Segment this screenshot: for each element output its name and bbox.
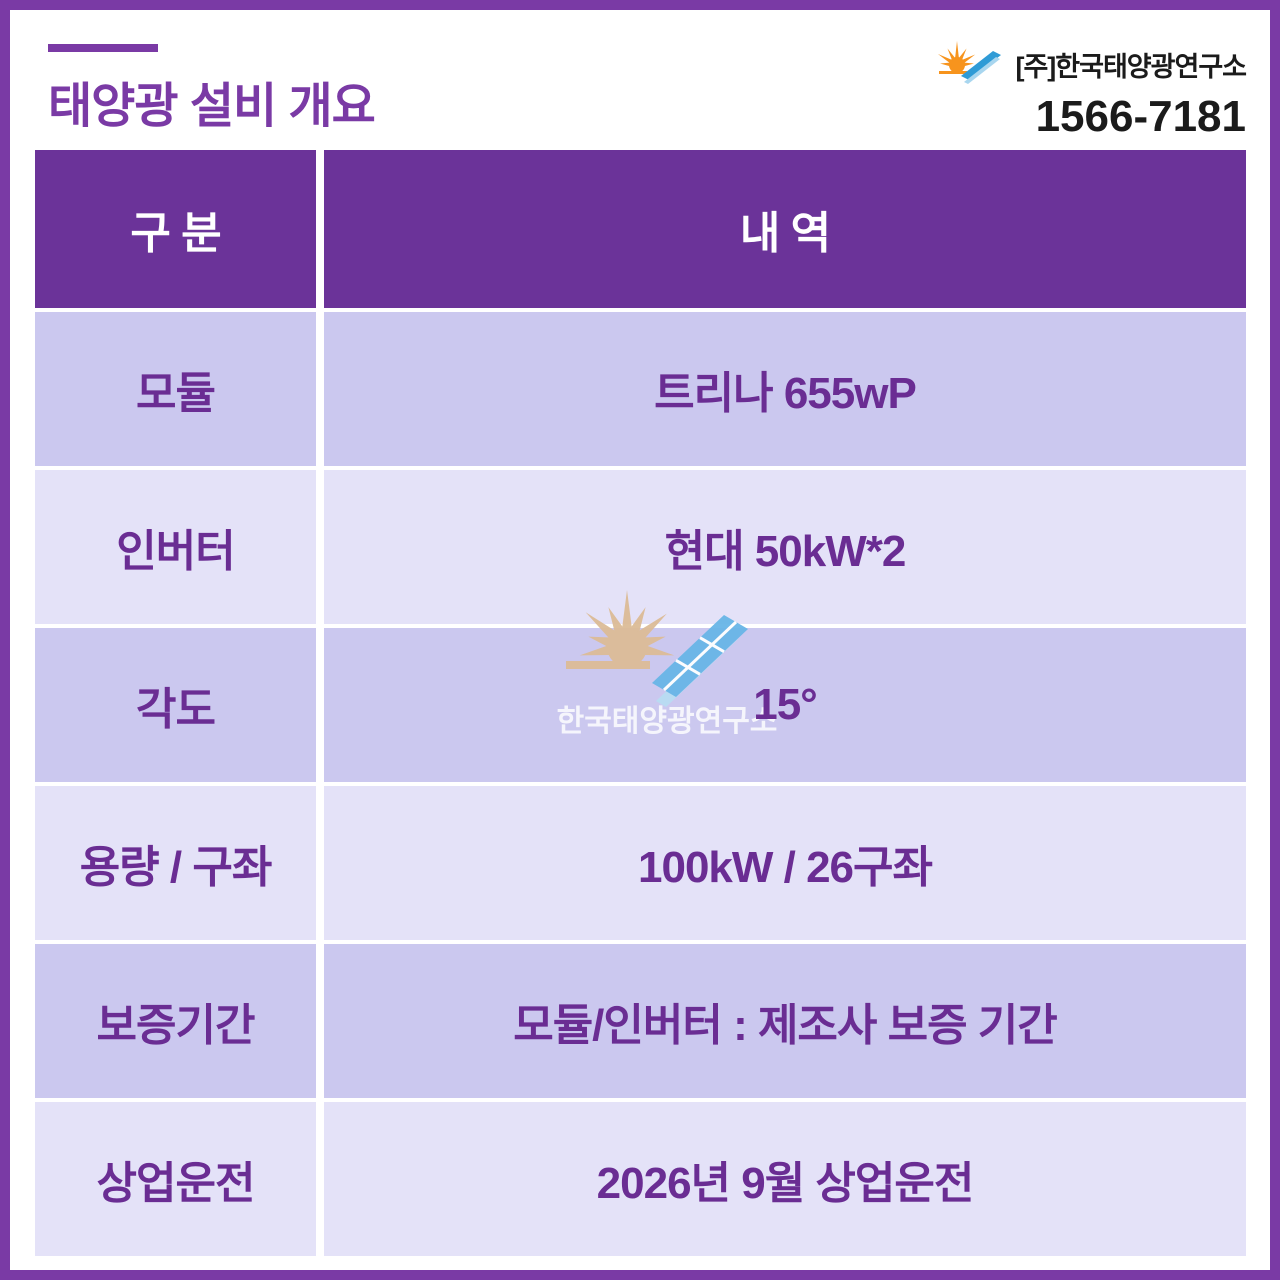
row-value-text: 모듈/인버터 : 제조사 보증 기간: [513, 1001, 1058, 1050]
row-label-text: 인버터: [116, 527, 235, 576]
title-block: 태양광 설비 개요: [48, 44, 376, 136]
row-label-warranty: 보증기간: [35, 944, 316, 1098]
phone-number: 1566-7181: [1035, 92, 1246, 141]
spec-table: 구 분 내 역 모듈 트리나 655wP 인버터 현대 50kW*2 각도 15…: [35, 150, 1246, 1256]
title-accent-line: [48, 44, 158, 52]
column-header-category: 구 분: [35, 150, 316, 308]
row-value-module: 트리나 655wP: [324, 312, 1246, 466]
row-label-operation: 상업운전: [35, 1102, 316, 1256]
row-value-angle: 15°: [324, 628, 1246, 782]
company-name: [주]한국태양광연구소: [1015, 51, 1247, 82]
row-value-operation: 2026년 9월 상업운전: [324, 1102, 1246, 1256]
row-label-text: 상업운전: [96, 1159, 256, 1208]
row-label-text: 보증기간: [96, 1001, 256, 1050]
column-header-label: 구 분: [130, 209, 221, 258]
row-label-text: 각도: [136, 685, 216, 734]
row-label-text: 용량 / 구좌: [79, 843, 273, 892]
row-label-text: 모듈: [136, 369, 216, 418]
brand-block: [주]한국태양광연구소 1566-7181: [935, 38, 1247, 142]
row-value-text: 2026년 9월 상업운전: [596, 1159, 975, 1208]
row-value-text: 현대 50kW*2: [664, 527, 907, 576]
page-title: 태양광 설비 개요: [48, 80, 376, 133]
row-value-capacity: 100kW / 26구좌: [324, 786, 1246, 940]
row-label-module: 모듈: [35, 312, 316, 466]
row-value-text: 100kW / 26구좌: [638, 843, 933, 892]
company-logo-sun-panel-icon: [938, 41, 1002, 84]
row-value-text: 15°: [753, 680, 818, 729]
column-header-label: 내 역: [739, 209, 831, 258]
row-value-inverter: 현대 50kW*2: [324, 470, 1246, 624]
row-label-angle: 각도: [35, 628, 316, 782]
row-label-inverter: 인버터: [35, 470, 316, 624]
brand-row: [주]한국태양광연구소: [935, 38, 1247, 90]
row-value-text: 트리나 655wP: [654, 369, 917, 418]
row-label-capacity: 용량 / 구좌: [35, 786, 316, 940]
row-value-warranty: 모듈/인버터 : 제조사 보증 기간: [324, 944, 1246, 1098]
column-header-detail: 내 역: [324, 150, 1246, 308]
